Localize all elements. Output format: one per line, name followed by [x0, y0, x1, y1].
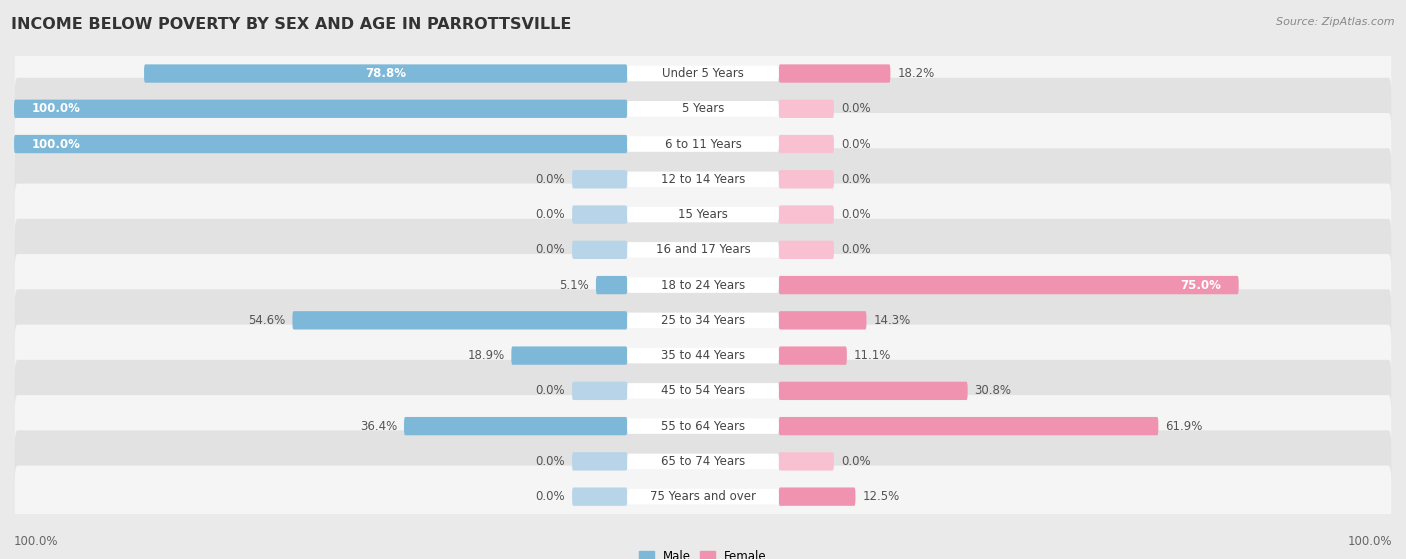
Text: 0.0%: 0.0% — [841, 102, 870, 115]
FancyBboxPatch shape — [14, 360, 1392, 422]
Text: 35 to 44 Years: 35 to 44 Years — [661, 349, 745, 362]
Text: Under 5 Years: Under 5 Years — [662, 67, 744, 80]
FancyBboxPatch shape — [627, 312, 779, 328]
FancyBboxPatch shape — [779, 311, 866, 329]
FancyBboxPatch shape — [572, 487, 627, 506]
Text: 100.0%: 100.0% — [14, 536, 59, 548]
Text: 100.0%: 100.0% — [31, 138, 80, 150]
FancyBboxPatch shape — [779, 205, 834, 224]
FancyBboxPatch shape — [779, 347, 846, 365]
Text: 0.0%: 0.0% — [536, 455, 565, 468]
FancyBboxPatch shape — [14, 219, 1392, 281]
Text: 5 Years: 5 Years — [682, 102, 724, 115]
Text: 0.0%: 0.0% — [536, 385, 565, 397]
FancyBboxPatch shape — [627, 383, 779, 399]
Text: 0.0%: 0.0% — [841, 138, 870, 150]
FancyBboxPatch shape — [572, 205, 627, 224]
Text: 78.8%: 78.8% — [366, 67, 406, 80]
Text: 54.6%: 54.6% — [249, 314, 285, 327]
Text: 18.9%: 18.9% — [467, 349, 505, 362]
Text: 0.0%: 0.0% — [841, 208, 870, 221]
Text: 15 Years: 15 Years — [678, 208, 728, 221]
Text: 0.0%: 0.0% — [841, 173, 870, 186]
Text: 75.0%: 75.0% — [1181, 278, 1222, 292]
Legend: Male, Female: Male, Female — [634, 546, 772, 559]
Text: 0.0%: 0.0% — [536, 490, 565, 503]
FancyBboxPatch shape — [14, 325, 1392, 387]
FancyBboxPatch shape — [292, 311, 627, 329]
Text: 6 to 11 Years: 6 to 11 Years — [665, 138, 741, 150]
Text: 12 to 14 Years: 12 to 14 Years — [661, 173, 745, 186]
Text: INCOME BELOW POVERTY BY SEX AND AGE IN PARROTTSVILLE: INCOME BELOW POVERTY BY SEX AND AGE IN P… — [11, 17, 572, 32]
FancyBboxPatch shape — [14, 395, 1392, 457]
FancyBboxPatch shape — [572, 452, 627, 471]
Text: 55 to 64 Years: 55 to 64 Years — [661, 420, 745, 433]
FancyBboxPatch shape — [779, 64, 890, 83]
FancyBboxPatch shape — [14, 113, 1392, 175]
Text: 36.4%: 36.4% — [360, 420, 396, 433]
FancyBboxPatch shape — [14, 466, 1392, 528]
FancyBboxPatch shape — [627, 348, 779, 363]
Text: 0.0%: 0.0% — [536, 243, 565, 257]
FancyBboxPatch shape — [779, 170, 834, 188]
Text: 5.1%: 5.1% — [560, 278, 589, 292]
Text: 18.2%: 18.2% — [897, 67, 935, 80]
Text: 61.9%: 61.9% — [1166, 420, 1202, 433]
FancyBboxPatch shape — [627, 489, 779, 504]
FancyBboxPatch shape — [14, 42, 1392, 105]
FancyBboxPatch shape — [779, 417, 1159, 435]
Text: 0.0%: 0.0% — [536, 208, 565, 221]
FancyBboxPatch shape — [14, 183, 1392, 245]
FancyBboxPatch shape — [627, 207, 779, 222]
FancyBboxPatch shape — [627, 277, 779, 293]
Text: 14.3%: 14.3% — [873, 314, 911, 327]
FancyBboxPatch shape — [14, 135, 627, 153]
FancyBboxPatch shape — [572, 382, 627, 400]
Text: 30.8%: 30.8% — [974, 385, 1011, 397]
Text: 12.5%: 12.5% — [862, 490, 900, 503]
FancyBboxPatch shape — [596, 276, 627, 294]
FancyBboxPatch shape — [779, 241, 834, 259]
FancyBboxPatch shape — [14, 78, 1392, 140]
FancyBboxPatch shape — [572, 170, 627, 188]
Text: 75 Years and over: 75 Years and over — [650, 490, 756, 503]
FancyBboxPatch shape — [779, 276, 1239, 294]
Text: 11.1%: 11.1% — [853, 349, 891, 362]
FancyBboxPatch shape — [572, 241, 627, 259]
FancyBboxPatch shape — [627, 136, 779, 152]
FancyBboxPatch shape — [627, 242, 779, 258]
FancyBboxPatch shape — [143, 64, 627, 83]
Text: 25 to 34 Years: 25 to 34 Years — [661, 314, 745, 327]
FancyBboxPatch shape — [627, 172, 779, 187]
Text: 0.0%: 0.0% — [536, 173, 565, 186]
Text: 16 and 17 Years: 16 and 17 Years — [655, 243, 751, 257]
FancyBboxPatch shape — [14, 430, 1392, 492]
FancyBboxPatch shape — [404, 417, 627, 435]
FancyBboxPatch shape — [14, 290, 1392, 352]
Text: 100.0%: 100.0% — [31, 102, 80, 115]
FancyBboxPatch shape — [627, 66, 779, 81]
Text: 18 to 24 Years: 18 to 24 Years — [661, 278, 745, 292]
FancyBboxPatch shape — [627, 454, 779, 469]
Text: 65 to 74 Years: 65 to 74 Years — [661, 455, 745, 468]
FancyBboxPatch shape — [779, 135, 834, 153]
FancyBboxPatch shape — [779, 382, 967, 400]
FancyBboxPatch shape — [627, 101, 779, 116]
FancyBboxPatch shape — [779, 452, 834, 471]
FancyBboxPatch shape — [627, 418, 779, 434]
FancyBboxPatch shape — [14, 100, 627, 118]
Text: 0.0%: 0.0% — [841, 455, 870, 468]
Text: Source: ZipAtlas.com: Source: ZipAtlas.com — [1277, 17, 1395, 27]
FancyBboxPatch shape — [779, 100, 834, 118]
Text: 0.0%: 0.0% — [841, 243, 870, 257]
FancyBboxPatch shape — [779, 487, 855, 506]
FancyBboxPatch shape — [14, 148, 1392, 210]
Text: 100.0%: 100.0% — [1347, 536, 1392, 548]
FancyBboxPatch shape — [512, 347, 627, 365]
FancyBboxPatch shape — [14, 254, 1392, 316]
Text: 45 to 54 Years: 45 to 54 Years — [661, 385, 745, 397]
